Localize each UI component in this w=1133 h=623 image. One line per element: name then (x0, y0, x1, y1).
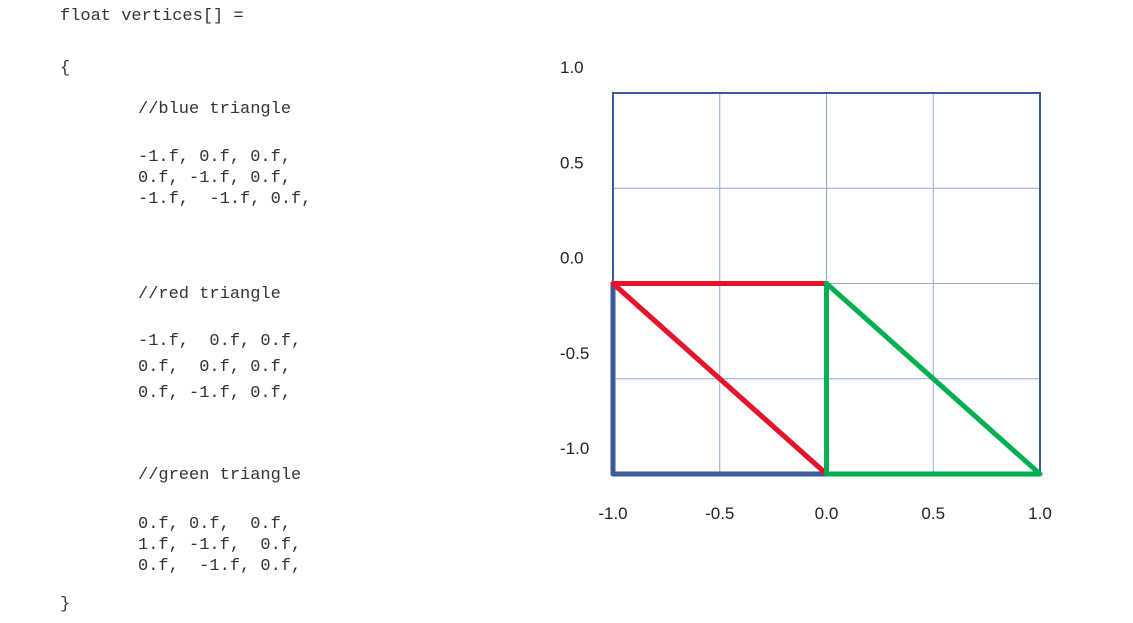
green-vertex-line: 0.f, -1.f, 0.f, (138, 557, 302, 576)
red-vertex-line: -1.f, 0.f, 0.f, (138, 332, 302, 351)
green-triangle-comment: //green triangle (138, 466, 302, 485)
blue-triangle-comment: //blue triangle (138, 100, 292, 119)
x-tick-label: -1.0 (598, 504, 627, 523)
array-declaration: float vertices[] = (60, 7, 244, 26)
blue-vertex-line: 0.f, -1.f, 0.f, (138, 169, 292, 188)
y-tick-label: 1.0 (560, 58, 584, 77)
x-tick-label: -0.5 (705, 504, 734, 523)
x-tick-label: 0.0 (815, 504, 839, 523)
y-tick-label: -1.0 (560, 439, 589, 458)
red-triangle-comment: //red triangle (138, 285, 281, 304)
x-tick-label: 1.0 (1028, 504, 1052, 523)
red-vertex-line: 0.f, 0.f, 0.f, (138, 358, 292, 377)
close-brace: } (60, 595, 71, 614)
green-triangle (824, 281, 1043, 477)
code-listing: float vertices[] = { //blue triangle -1.… (0, 0, 520, 623)
y-tick-label: -0.5 (560, 344, 589, 363)
open-brace: { (60, 59, 71, 78)
blue-vertex-line: -1.f, -1.f, 0.f, (138, 190, 312, 209)
coordinate-diagram: -1.0 -0.5 0.0 0.5 1.0 1.0 0.5 0.0 -0.5 -1.0 (560, 58, 1052, 523)
green-vertex-line: 1.f, -1.f, 0.f, (138, 536, 302, 555)
green-vertex-line: 0.f, 0.f, 0.f, (138, 515, 292, 534)
red-vertex-line: 0.f, -1.f, 0.f, (138, 384, 292, 403)
blue-vertex-line: -1.f, 0.f, 0.f, (138, 148, 292, 167)
x-tick-label: 0.5 (921, 504, 945, 523)
y-tick-label: 0.0 (560, 249, 584, 268)
y-tick-label: 0.5 (560, 153, 584, 172)
